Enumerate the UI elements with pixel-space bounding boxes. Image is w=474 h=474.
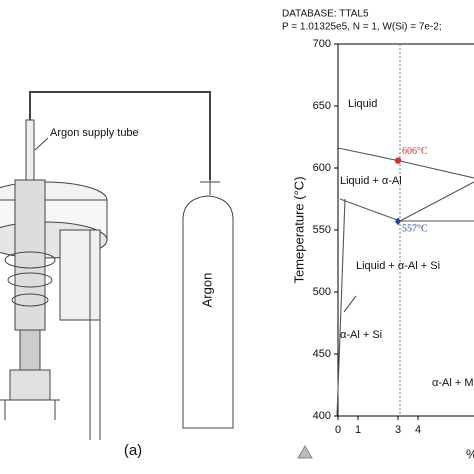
point-label: 606°C [402,146,428,157]
apparatus [0,91,211,440]
panel-label: (a) [124,442,142,459]
y-tick-label: 400 [313,410,331,422]
phase-boundaries [336,147,474,417]
region-label: α-Al + Si [340,329,382,341]
region-label: Liquid + α-Al [340,175,402,187]
point [395,217,401,226]
tube-label: Argon supply tube [50,127,139,139]
x-tick-label: 0 [335,424,341,436]
x-tick-label: 1 [355,424,361,436]
x-axis-label: % [466,446,474,461]
chart-subtitle: P = 1.01325e5, N = 1, W(Si) = 7e-2; [282,22,442,33]
region-label: α-Al + M [432,377,474,389]
y-tick-label: 500 [313,286,331,298]
y-tick-label: 600 [313,162,331,174]
y-tick-label: 650 [313,100,331,112]
chart-title: DATABASE: TTAL5 [282,9,369,20]
point-label: 557°C [402,224,428,235]
region-label: Liquid [348,98,377,110]
region-label: Liquid + α-Al + Si [356,260,440,272]
y-axis-label: Temeperature (°C) [291,176,306,283]
x-tick-label: 3 [395,424,401,436]
y-tick-label: 700 [313,38,331,50]
bottle-label: Argon [199,273,214,308]
gas-bottle [182,180,234,429]
point [394,157,402,164]
x-tick-label: 4 [415,424,421,436]
y-tick-label: 550 [313,224,331,236]
logo [297,445,313,459]
y-tick-label: 450 [313,348,331,360]
